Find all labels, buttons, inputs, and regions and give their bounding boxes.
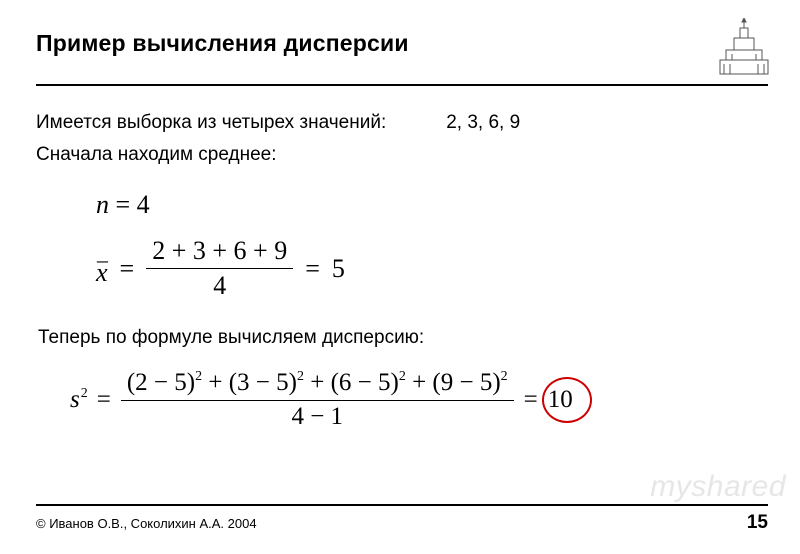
variance-result: 10	[548, 383, 573, 417]
x-bar: – x	[96, 247, 108, 290]
equation-variance: s2 = (2 − 5)2 + (3 − 5)2 + (6 − 5)2 + (9…	[36, 369, 768, 432]
sample-values: 2, 3, 6, 9	[446, 110, 520, 136]
sample-text: Имеется выборка из четырех значений:	[36, 110, 386, 136]
eq-sign: =	[120, 251, 135, 286]
watermark: myshared	[650, 470, 786, 504]
mean-denominator: 4	[207, 269, 232, 301]
footer-rule	[36, 504, 768, 506]
variance-denominator: 4 − 1	[285, 401, 349, 432]
variance-result-circled: 10	[548, 383, 573, 417]
body: Имеется выборка из четырех значений: 2, …	[36, 86, 768, 431]
slide: Пример вычисления дисперсии Имеется выбо…	[0, 0, 800, 554]
copyright: © Иванов О.В., Соколихин А.А. 2004	[36, 516, 257, 531]
eq-sign: =	[305, 251, 320, 286]
eq-sign: =	[97, 383, 111, 417]
slide-title: Пример вычисления дисперсии	[36, 24, 409, 57]
variance-fraction: (2 − 5)2 + (3 − 5)2 + (6 − 5)2 + (9 − 5)…	[121, 369, 514, 432]
eq-sign: =	[116, 190, 131, 219]
bar-symbol: –	[97, 245, 108, 275]
var-s: s	[70, 386, 80, 413]
mean-numerator: 2 + 3 + 6 + 9	[146, 236, 293, 268]
exp-2: 2	[81, 386, 88, 401]
var-n: n	[96, 190, 109, 219]
formula-block-1: n = 4 – x = 2 + 3 + 6 + 9 4 = 5	[36, 187, 768, 301]
mean-intro: Сначала находим среднее:	[36, 142, 768, 168]
variance-intro: Теперь по формуле вычисляем дисперсию:	[36, 325, 768, 351]
eq-sign: =	[524, 383, 538, 417]
page-number: 15	[747, 512, 768, 534]
header: Пример вычисления дисперсии	[36, 24, 768, 78]
mean-result: 5	[332, 251, 345, 286]
mean-fraction: 2 + 3 + 6 + 9 4	[146, 236, 293, 301]
sample-line: Имеется выборка из четырех значений: 2, …	[36, 110, 768, 136]
n-value: 4	[137, 190, 150, 219]
footer: © Иванов О.В., Соколихин А.А. 2004 15	[36, 504, 768, 534]
variance-numerator: (2 − 5)2 + (3 − 5)2 + (6 − 5)2 + (9 − 5)…	[121, 369, 514, 400]
s-squared: s2	[70, 383, 87, 417]
equation-n: n = 4	[96, 187, 768, 222]
msu-building-icon	[714, 18, 774, 78]
equation-mean: – x = 2 + 3 + 6 + 9 4 = 5	[96, 236, 768, 301]
